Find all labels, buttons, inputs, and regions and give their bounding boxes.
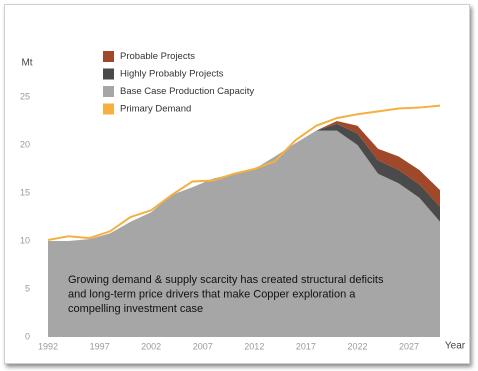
x-tick-label: 2027 [399, 341, 419, 351]
annotation: Growing demand & supply scarcity has cre… [68, 274, 384, 286]
legend-swatch [103, 103, 114, 115]
legend-label: Highly Probably Projects [120, 69, 224, 80]
legend-label: Base Case Production Capacity [120, 86, 254, 97]
line [47, 104, 441, 242]
x-tick-label: 1997 [90, 341, 110, 351]
annotation: and long-term price drivers that make Co… [68, 288, 356, 300]
area [48, 130, 440, 337]
y-tick-label: 15 [20, 187, 30, 197]
annotation: compelling investment case [68, 303, 203, 315]
x-tick-label: 2022 [347, 341, 367, 351]
y-tick-label: 25 [20, 91, 30, 101]
x-tick-label: 2017 [296, 341, 316, 351]
x-tick-label: 2007 [193, 341, 213, 351]
y-tick-label: 20 [20, 139, 30, 149]
x-tick-label: 1992 [38, 341, 58, 351]
y-tick-label: 0 [25, 331, 30, 341]
legend-label: Primary Demand [120, 104, 191, 115]
y-tick-label: 5 [25, 283, 30, 293]
y-axis-label: Mt [21, 58, 32, 69]
legend-swatch [103, 51, 114, 62]
x-axis-label: Year [445, 341, 466, 352]
legend-swatch [103, 86, 114, 97]
legend-swatch [103, 68, 114, 80]
legend-label: Probable Projects [120, 51, 195, 62]
y-tick-label: 10 [20, 235, 30, 245]
x-tick-label: 2012 [244, 341, 264, 351]
x-tick-label: 2002 [141, 341, 161, 351]
